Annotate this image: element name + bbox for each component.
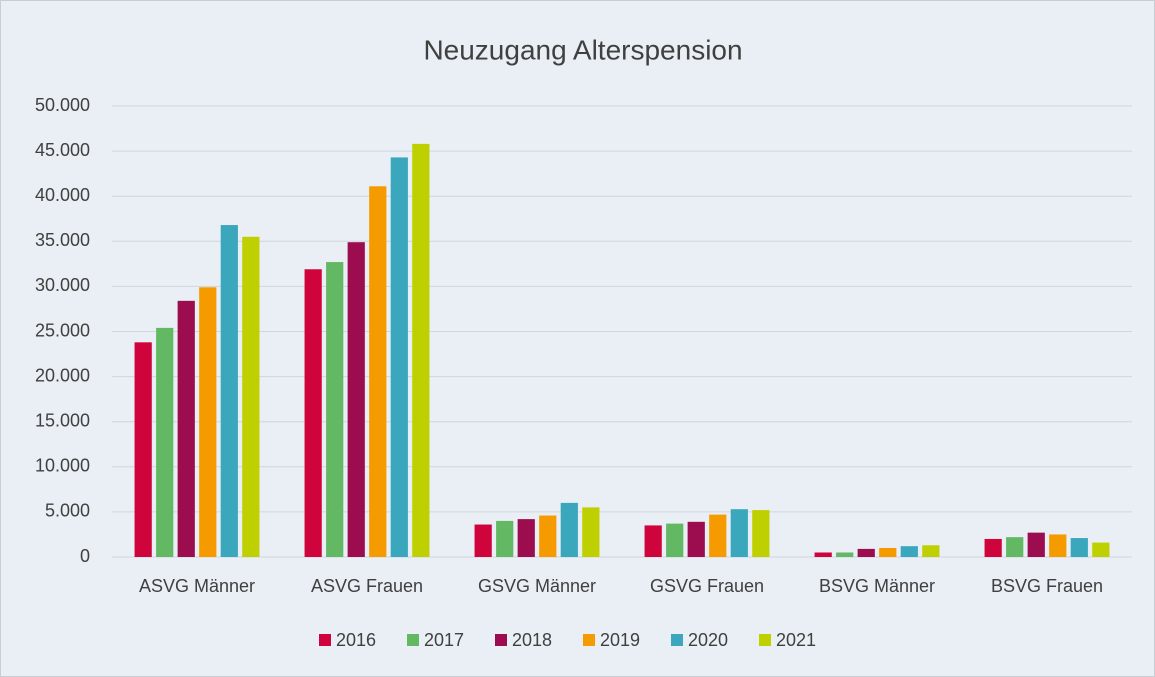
bar xyxy=(1006,537,1024,557)
legend-label: 2021 xyxy=(776,630,816,650)
bar xyxy=(1092,542,1110,557)
y-tick-label: 50.000 xyxy=(35,95,90,115)
bar xyxy=(1049,534,1067,557)
y-tick-label: 15.000 xyxy=(35,410,90,430)
legend-swatch xyxy=(759,634,771,646)
bar xyxy=(857,548,875,557)
x-tick-label: BSVG Männer xyxy=(819,576,935,596)
legend-swatch xyxy=(671,634,683,646)
bar xyxy=(326,262,344,557)
bar xyxy=(922,545,940,557)
x-tick-label: ASVG Frauen xyxy=(311,576,423,596)
bar xyxy=(242,236,260,558)
y-tick-label: 40.000 xyxy=(35,185,90,205)
y-tick-label: 30.000 xyxy=(35,275,90,295)
legend-swatch xyxy=(407,634,419,646)
legend-swatch xyxy=(495,634,507,646)
y-tick-label: 25.000 xyxy=(35,320,90,340)
bar xyxy=(730,509,748,557)
bar xyxy=(984,538,1002,557)
bar xyxy=(347,242,365,557)
chart-title: Neuzugang Alterspension xyxy=(423,34,742,65)
bar xyxy=(199,287,217,557)
x-tick-label: GSVG Männer xyxy=(478,576,596,596)
y-tick-label: 5.000 xyxy=(45,501,90,521)
bar xyxy=(496,520,514,557)
bar xyxy=(474,524,492,557)
bar xyxy=(879,547,897,557)
bar xyxy=(369,186,387,557)
bar xyxy=(412,143,430,557)
bar xyxy=(900,546,918,557)
bar xyxy=(582,507,600,557)
legend-label: 2020 xyxy=(688,630,728,650)
legend-swatch xyxy=(583,634,595,646)
legend-label: 2017 xyxy=(424,630,464,650)
legend-label: 2018 xyxy=(512,630,552,650)
legend-swatch xyxy=(319,634,331,646)
bar xyxy=(304,269,322,557)
legend-label: 2016 xyxy=(336,630,376,650)
bar xyxy=(156,327,174,557)
y-tick-label: 0 xyxy=(80,546,90,566)
bar xyxy=(1027,532,1045,557)
x-tick-label: BSVG Frauen xyxy=(991,576,1103,596)
bar xyxy=(644,525,662,557)
bar xyxy=(666,523,684,557)
bar xyxy=(560,502,578,557)
y-tick-label: 10.000 xyxy=(35,456,90,476)
bar xyxy=(177,300,195,557)
bar xyxy=(220,225,238,557)
legend-label: 2019 xyxy=(600,630,640,650)
bar xyxy=(752,510,770,557)
bar xyxy=(1070,538,1088,557)
bar xyxy=(814,552,832,557)
x-tick-label: ASVG Männer xyxy=(139,576,255,596)
bar xyxy=(517,519,535,557)
bar xyxy=(539,515,557,557)
bar xyxy=(709,514,727,557)
bar xyxy=(134,342,152,557)
x-tick-label: GSVG Frauen xyxy=(650,576,764,596)
y-tick-label: 20.000 xyxy=(35,365,90,385)
y-tick-label: 45.000 xyxy=(35,140,90,160)
bar xyxy=(687,521,705,557)
bar xyxy=(390,157,408,557)
bar xyxy=(836,552,854,557)
y-tick-label: 35.000 xyxy=(35,230,90,250)
